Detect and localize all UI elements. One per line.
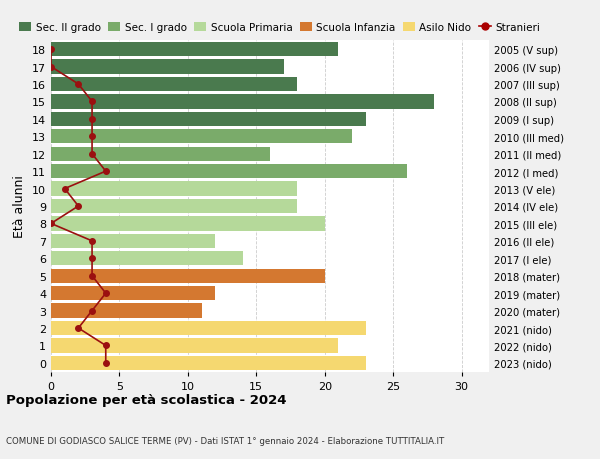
Bar [51, 321, 366, 336]
Bar [51, 43, 338, 57]
Bar [51, 199, 298, 214]
Bar [51, 95, 434, 109]
Bar [51, 234, 215, 248]
Legend: Sec. II grado, Sec. I grado, Scuola Primaria, Scuola Infanzia, Asilo Nido, Stran: Sec. II grado, Sec. I grado, Scuola Prim… [19, 22, 541, 33]
Bar [51, 217, 325, 231]
Bar [51, 339, 338, 353]
Bar [51, 60, 284, 74]
Bar [51, 147, 270, 162]
Bar [51, 78, 298, 92]
Bar [51, 356, 366, 370]
Y-axis label: Età alunni: Età alunni [13, 175, 26, 238]
Bar [51, 304, 202, 318]
Bar [51, 269, 325, 283]
Bar [51, 182, 298, 196]
Bar [51, 130, 352, 144]
Bar [51, 286, 215, 301]
Bar [51, 165, 407, 179]
Text: Popolazione per età scolastica - 2024: Popolazione per età scolastica - 2024 [6, 393, 287, 406]
Text: COMUNE DI GODIASCO SALICE TERME (PV) - Dati ISTAT 1° gennaio 2024 - Elaborazione: COMUNE DI GODIASCO SALICE TERME (PV) - D… [6, 436, 444, 445]
Bar [51, 252, 242, 266]
Bar [51, 112, 366, 127]
